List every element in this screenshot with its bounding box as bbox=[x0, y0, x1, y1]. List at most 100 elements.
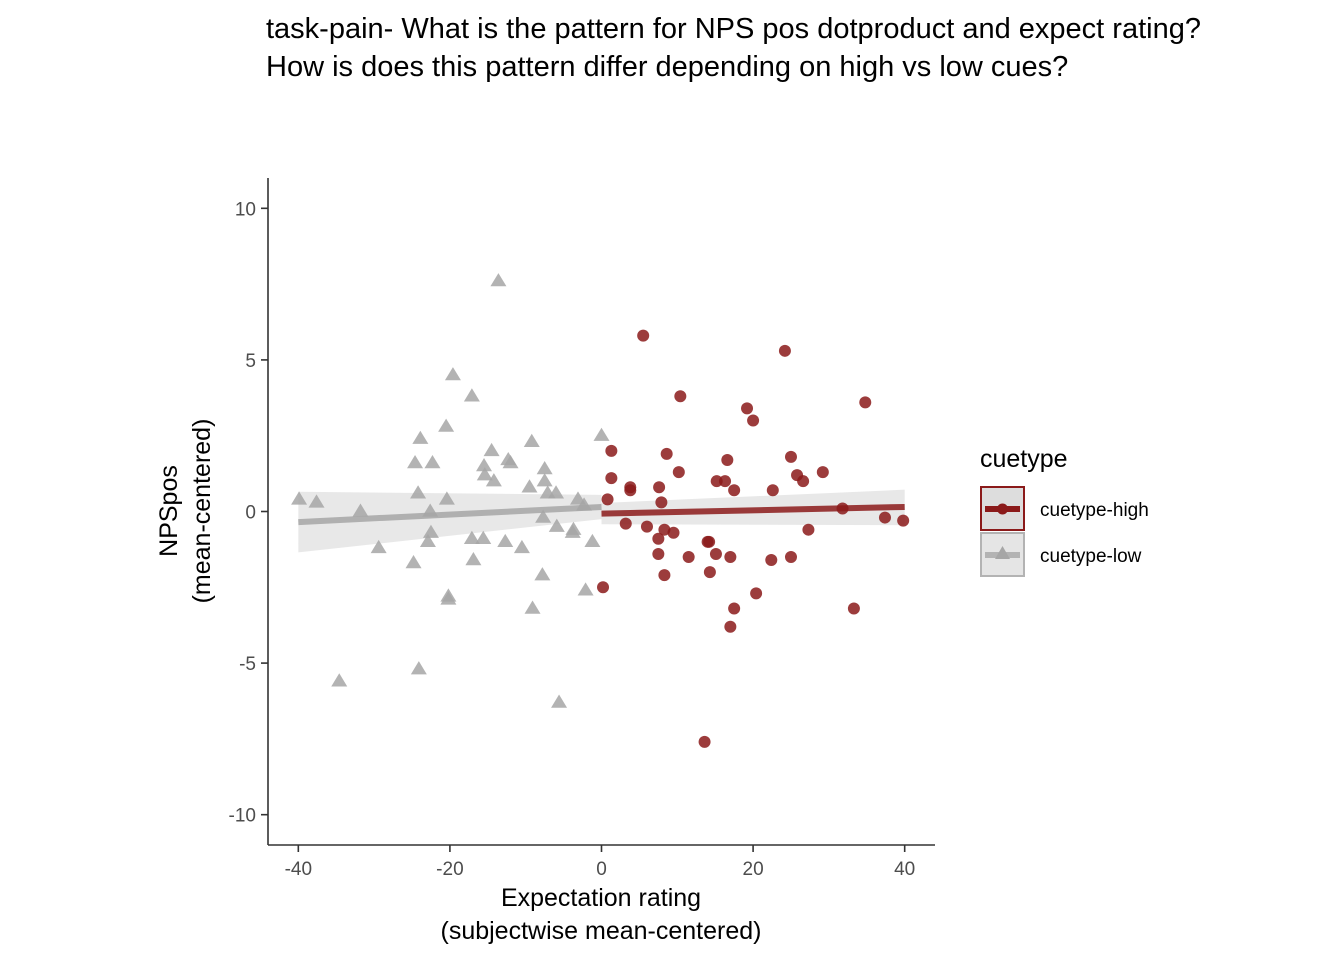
point-cuetype-high bbox=[605, 444, 618, 457]
point-cuetype-low bbox=[485, 473, 502, 487]
point-cuetype-high bbox=[655, 496, 668, 509]
point-cuetype-high bbox=[682, 550, 695, 563]
point-cuetype-high bbox=[674, 390, 687, 403]
point-cuetype-low bbox=[565, 521, 582, 535]
point-cuetype-high bbox=[847, 602, 860, 615]
point-cuetype-high bbox=[765, 554, 778, 567]
point-cuetype-high bbox=[784, 450, 797, 463]
y-axis-ticks: -10 -5 0 5 10 bbox=[229, 199, 268, 827]
point-cuetype-high bbox=[816, 466, 829, 479]
point-cuetype-high bbox=[605, 472, 618, 485]
point-cuetype-low bbox=[584, 533, 601, 548]
point-cuetype-low bbox=[291, 491, 308, 505]
fit-line-cuetype-high bbox=[601, 503, 905, 517]
point-cuetype-high bbox=[766, 484, 779, 497]
point-cuetype-high bbox=[698, 735, 711, 748]
legend-title: cuetype bbox=[980, 445, 1068, 473]
point-cuetype-low bbox=[490, 273, 507, 287]
x-tick-label: -20 bbox=[436, 859, 463, 880]
point-cuetype-high bbox=[797, 475, 810, 488]
y-axis-title-line-1: NPSpos bbox=[155, 465, 183, 557]
point-cuetype-low bbox=[535, 509, 552, 523]
point-cuetype-low bbox=[548, 518, 565, 532]
fit-line-cuetype-low bbox=[298, 503, 602, 526]
point-cuetype-low bbox=[536, 461, 553, 475]
point-cuetype-low bbox=[405, 555, 422, 569]
point-cuetype-low bbox=[523, 433, 540, 447]
legend-label-low: cuetype-low bbox=[1040, 546, 1142, 567]
point-cuetype-low bbox=[463, 530, 480, 544]
point-cuetype-high bbox=[709, 547, 722, 560]
point-cuetype-low bbox=[412, 430, 429, 444]
point-cuetype-low bbox=[444, 367, 461, 381]
point-cuetype-low bbox=[524, 600, 541, 614]
point-cuetype-high bbox=[724, 550, 737, 563]
point-cuetype-low bbox=[424, 454, 441, 469]
y-tick-label: -10 bbox=[229, 806, 256, 827]
point-cuetype-low bbox=[407, 454, 424, 469]
point-cuetype-low bbox=[419, 533, 436, 548]
point-cuetype-high bbox=[658, 523, 671, 536]
legend-label-high: cuetype-high bbox=[1040, 500, 1149, 521]
point-cuetype-high bbox=[637, 329, 650, 342]
point-cuetype-low bbox=[410, 661, 427, 675]
legend-item-cuetype-low: cuetype-low bbox=[980, 532, 1142, 577]
legend-key-low-marker bbox=[995, 546, 1010, 559]
point-cuetype-low bbox=[548, 485, 565, 499]
point-cuetype-high bbox=[750, 587, 763, 600]
point-cuetype-high bbox=[703, 566, 716, 579]
point-cuetype-high bbox=[640, 520, 653, 533]
chart-title: task-pain- What is the pattern for NPS p… bbox=[266, 13, 1201, 83]
point-cuetype-low bbox=[476, 467, 493, 481]
point-cuetype-low bbox=[440, 591, 457, 605]
point-cuetype-high bbox=[778, 344, 791, 357]
point-cuetype-low bbox=[497, 533, 514, 548]
point-cuetype-low bbox=[476, 458, 493, 472]
plot-area bbox=[291, 273, 910, 748]
point-cuetype-high bbox=[721, 453, 734, 466]
x-axis-title-line-2: (subjectwise mean-centered) bbox=[441, 917, 762, 945]
point-cuetype-low bbox=[475, 530, 492, 544]
x-tick-label: 0 bbox=[596, 859, 607, 880]
confidence-band-cuetype-low bbox=[298, 491, 602, 553]
point-cuetype-high bbox=[658, 569, 671, 582]
point-cuetype-low bbox=[463, 388, 480, 402]
point-cuetype-high bbox=[741, 402, 754, 415]
point-cuetype-low bbox=[422, 524, 439, 538]
point-cuetype-high bbox=[784, 550, 797, 563]
point-cuetype-low bbox=[410, 485, 427, 499]
point-cuetype-low bbox=[577, 582, 594, 596]
point-cuetype-high bbox=[897, 514, 910, 527]
point-cuetype-high bbox=[859, 396, 872, 409]
y-axis-title: NPSpos (mean-centered) bbox=[155, 419, 216, 604]
axes: -40 -20 0 20 40 -10 -5 0 5 10 bbox=[229, 178, 935, 880]
point-cuetype-high bbox=[710, 475, 723, 488]
point-cuetype-low bbox=[593, 427, 610, 441]
point-cuetype-low bbox=[502, 454, 519, 469]
point-cuetype-low bbox=[370, 539, 387, 554]
y-tick-label: -5 bbox=[239, 654, 256, 675]
fit-lines bbox=[298, 503, 905, 526]
x-tick-label: -40 bbox=[285, 859, 312, 880]
y-tick-label: 0 bbox=[245, 503, 256, 524]
legend-key-high-marker bbox=[997, 503, 1008, 515]
point-cuetype-high bbox=[728, 602, 741, 615]
point-cuetype-low bbox=[465, 552, 482, 566]
point-cuetype-high bbox=[667, 526, 680, 539]
point-cuetype-high bbox=[619, 517, 632, 530]
chart-title-line-1: task-pain- What is the pattern for NPS p… bbox=[266, 13, 1201, 45]
point-cuetype-high bbox=[719, 475, 732, 488]
point-cuetype-high bbox=[624, 484, 637, 497]
point-cuetype-high bbox=[601, 493, 614, 506]
point-cuetype-high bbox=[653, 481, 666, 494]
point-cuetype-high bbox=[802, 523, 815, 536]
point-cuetype-high bbox=[747, 414, 760, 427]
confidence-bands bbox=[298, 489, 905, 553]
legend: cuetype cuetype-high cuetype-low bbox=[980, 445, 1149, 577]
y-tick-label: 5 bbox=[245, 351, 256, 372]
y-axis-title-line-2: (mean-centered) bbox=[188, 419, 216, 604]
x-axis-title: Expectation rating (subjectwise mean-cen… bbox=[441, 884, 762, 945]
point-cuetype-high bbox=[878, 511, 891, 524]
point-cuetype-high bbox=[703, 535, 716, 548]
